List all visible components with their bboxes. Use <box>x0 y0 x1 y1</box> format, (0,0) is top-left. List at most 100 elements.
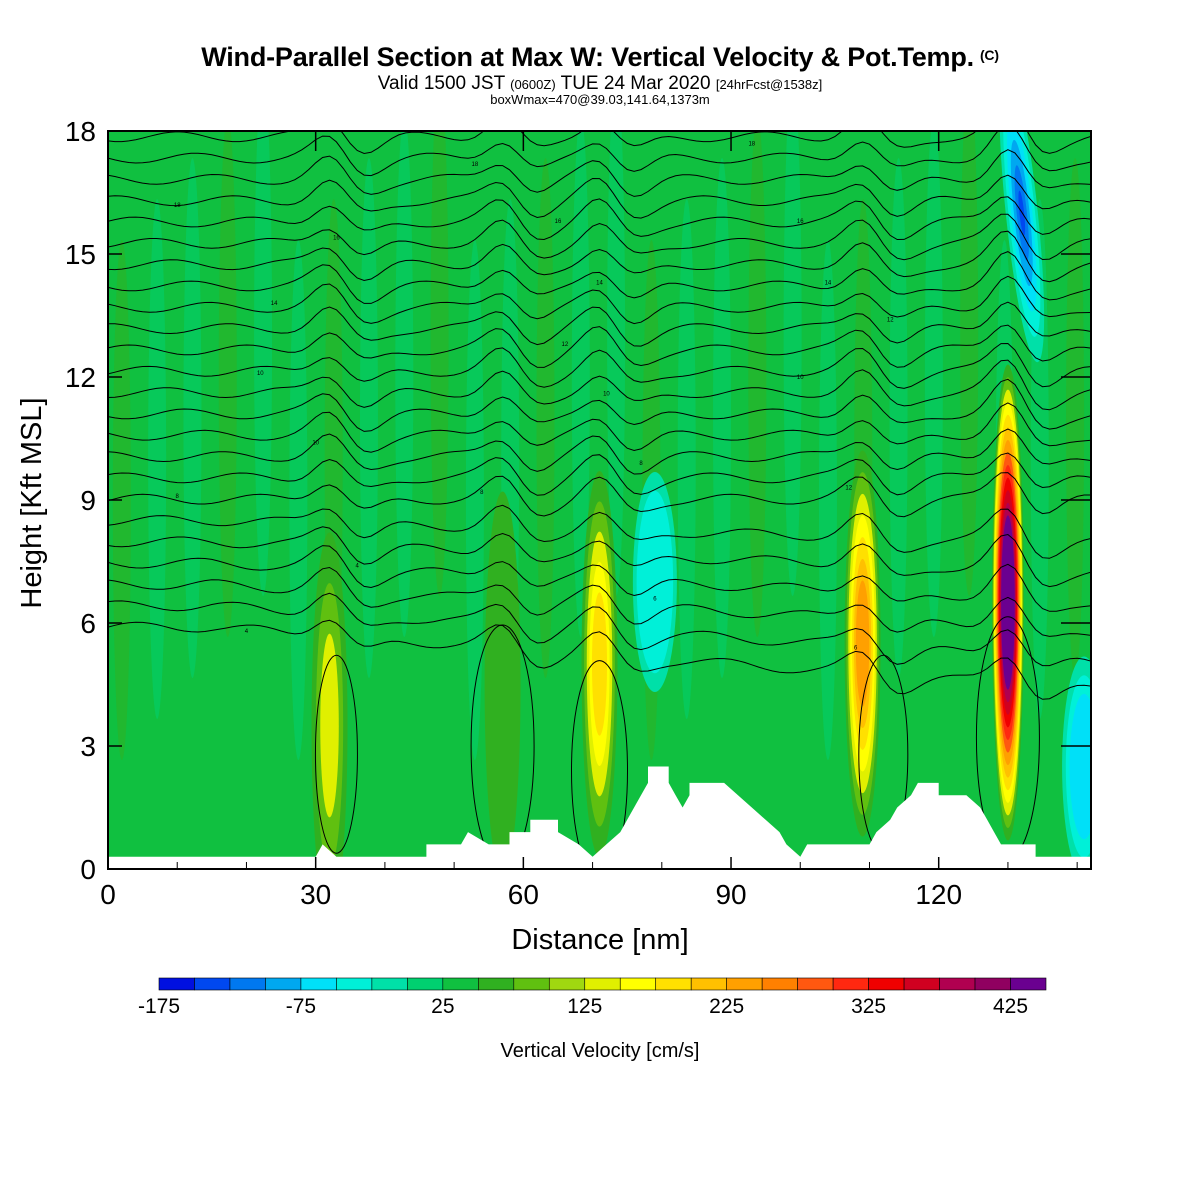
colorbar-swatch <box>619 977 657 991</box>
theta-contour-line <box>108 359 1091 411</box>
downdraft-contour <box>636 490 674 674</box>
contour-label: 14 <box>271 301 278 307</box>
theta-contour-line <box>108 428 1091 475</box>
updraft-contour <box>591 592 608 736</box>
field-streak <box>395 131 414 637</box>
field-streak <box>465 240 484 760</box>
updraft-contour <box>1002 540 1014 665</box>
contour-label: 8 <box>639 461 643 467</box>
theta-contour-line <box>108 592 1091 667</box>
colorbar-swatch <box>832 977 869 991</box>
field-streak <box>748 131 767 637</box>
field-streak <box>359 158 378 678</box>
colorbar-swatch <box>797 977 834 991</box>
contour-label: 14 <box>825 281 832 287</box>
colorbar-tick-label: -75 <box>286 995 316 1018</box>
theta-contour-line <box>108 472 1091 518</box>
colorbar-swatch <box>371 977 408 991</box>
colorbar-swatch <box>407 977 444 991</box>
field-streak <box>571 131 590 637</box>
contour-label: 12 <box>887 318 894 324</box>
colorbar-swatch <box>726 977 763 991</box>
theta-contour-line <box>108 131 1091 177</box>
colorbar-swatch <box>442 977 479 991</box>
contour-label: 12 <box>562 342 569 348</box>
field-streak <box>677 199 696 719</box>
contour-label: 18 <box>748 141 755 147</box>
colorbar-swatch <box>194 977 231 991</box>
theta-contour-line <box>108 566 1091 637</box>
contour-label: 12 <box>845 486 852 492</box>
updraft-contour <box>484 491 521 869</box>
theta-contour-line <box>108 230 1091 283</box>
theta-contour-line <box>571 660 628 869</box>
contour-label: 8 <box>176 494 180 500</box>
theta-contour-line <box>108 275 1091 325</box>
valid-time: Valid 1500 JST <box>377 73 505 94</box>
theta-contour-line <box>108 149 1091 197</box>
colorbar-swatch <box>584 977 621 991</box>
colorbar-tick-label: 425 <box>993 995 1028 1018</box>
theta-contour-line <box>108 301 1091 347</box>
colorbar-swatch <box>513 977 550 991</box>
colorbar-swatch <box>265 977 302 991</box>
theta-contour-line <box>108 196 1091 241</box>
field-streak <box>924 131 943 637</box>
theta-contour-line <box>108 619 1091 700</box>
field-streak <box>536 158 555 678</box>
x-tick-label: 30 <box>300 879 331 910</box>
terrain <box>108 766 1091 869</box>
contour-label: 16 <box>333 236 340 242</box>
colorbar-label: Vertical Velocity [cm/s] <box>501 1040 700 1062</box>
colorbar-swatch <box>690 977 727 991</box>
forecast-info: [24hrFcst@1538z] <box>715 77 823 92</box>
colorbar-swatch <box>655 977 692 991</box>
contour-label: 8 <box>480 490 484 496</box>
colorbar-tick-label: 325 <box>851 995 886 1018</box>
copyright-mark: (C) <box>979 47 999 63</box>
x-tick-label: 90 <box>715 879 746 910</box>
theta-contour-line <box>108 251 1091 304</box>
contour-labels: 18 18 18 16 16 16 14 14 14 12 12 10 10 10 10 8 8 12 8 4 6 4 6 <box>174 141 894 651</box>
theta-contour-line <box>108 131 1091 155</box>
axes: 0 30 60 90 120 0 3 6 9 12 15 18 <box>65 116 1091 910</box>
colorbar-swatch <box>478 977 515 991</box>
theta-contour-line <box>314 654 358 854</box>
y-tick-label: 15 <box>65 239 96 270</box>
y-tick-label: 3 <box>80 731 96 762</box>
contour-label: 10 <box>797 375 804 381</box>
colorbar-swatch <box>336 977 373 991</box>
contour-label: 14 <box>596 281 603 287</box>
colorbar-swatch <box>939 977 976 991</box>
theta-contour-line <box>108 402 1091 453</box>
theta-contour-line <box>108 324 1091 368</box>
theta-contour-line <box>108 504 1091 559</box>
valid-utc: (0600Z) <box>510 77 556 92</box>
contour-label: 10 <box>603 391 610 397</box>
updraft-contour <box>320 633 339 818</box>
x-tick-label: 120 <box>915 879 962 910</box>
contour-label: 6 <box>854 646 858 652</box>
x-tick-label: 0 <box>100 879 116 910</box>
y-tick-label: 9 <box>80 485 96 516</box>
colorbar: -175 -75 25 125 225 325 425 <box>138 977 1047 1018</box>
vertical-velocity-field <box>108 131 1091 869</box>
field-streak <box>889 158 908 678</box>
colorbar-tick-label: 125 <box>567 995 602 1018</box>
chart-title: Wind-Parallel Section at Max W: Vertical… <box>201 42 999 72</box>
field-streak <box>183 158 202 678</box>
chart-subtitle: Valid 1500 JST (0600Z) TUE 24 Mar 2020 [… <box>0 73 1200 95</box>
field-streak <box>289 240 308 760</box>
x-tick-label: 60 <box>508 879 539 910</box>
contour-label: 16 <box>555 219 562 225</box>
updraft-contour <box>855 580 870 707</box>
colorbar-swatch <box>158 977 195 991</box>
field-streak <box>818 240 837 760</box>
box-info: boxWmax=470@39.03,141.64,1373m <box>490 92 710 107</box>
y-tick-label: 18 <box>65 116 96 147</box>
colorbar-tick-label: 225 <box>709 995 744 1018</box>
contour-label: 18 <box>472 162 479 168</box>
contour-label: 6 <box>653 596 657 602</box>
field-streak <box>1066 158 1085 678</box>
